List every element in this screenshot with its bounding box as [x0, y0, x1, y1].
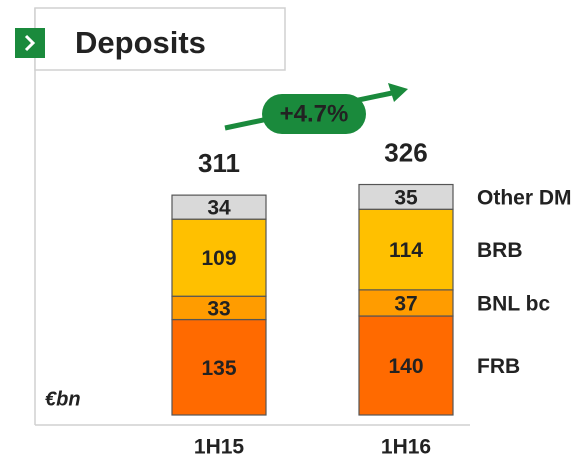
data-label: 37 — [394, 292, 417, 315]
growth-pill — [262, 94, 366, 134]
bar-segment — [358, 183, 454, 210]
bar-segment — [358, 208, 454, 291]
data-label: 33 — [207, 297, 230, 320]
x-tick-label: 1H16 — [381, 436, 431, 459]
bar-segment — [171, 218, 267, 297]
total-label: 311 — [198, 148, 240, 178]
data-label: 140 — [388, 355, 423, 378]
legend-label: BRB — [477, 239, 523, 262]
data-label: 34 — [207, 197, 231, 220]
title-icon-chevron — [24, 34, 36, 52]
legend-label: Other DM — [477, 186, 572, 209]
data-label: 35 — [394, 186, 418, 209]
title-icon — [15, 28, 45, 58]
bar-segment — [358, 315, 454, 416]
growth-annotation: +4.7% — [280, 100, 349, 127]
x-tick-label: 1H15 — [194, 436, 245, 459]
unit-label: €bn — [45, 388, 81, 410]
growth-arrow-head — [388, 83, 408, 102]
data-label: 135 — [201, 357, 236, 380]
legend-label: FRB — [477, 355, 520, 378]
bar-segment — [358, 289, 454, 317]
bar-segment — [171, 194, 267, 220]
total-label: 326 — [384, 137, 427, 167]
legend-label: BNL bc — [477, 292, 550, 315]
data-label: 114 — [389, 239, 423, 262]
chart-title: Deposits — [75, 25, 206, 60]
data-label: 109 — [201, 247, 236, 270]
